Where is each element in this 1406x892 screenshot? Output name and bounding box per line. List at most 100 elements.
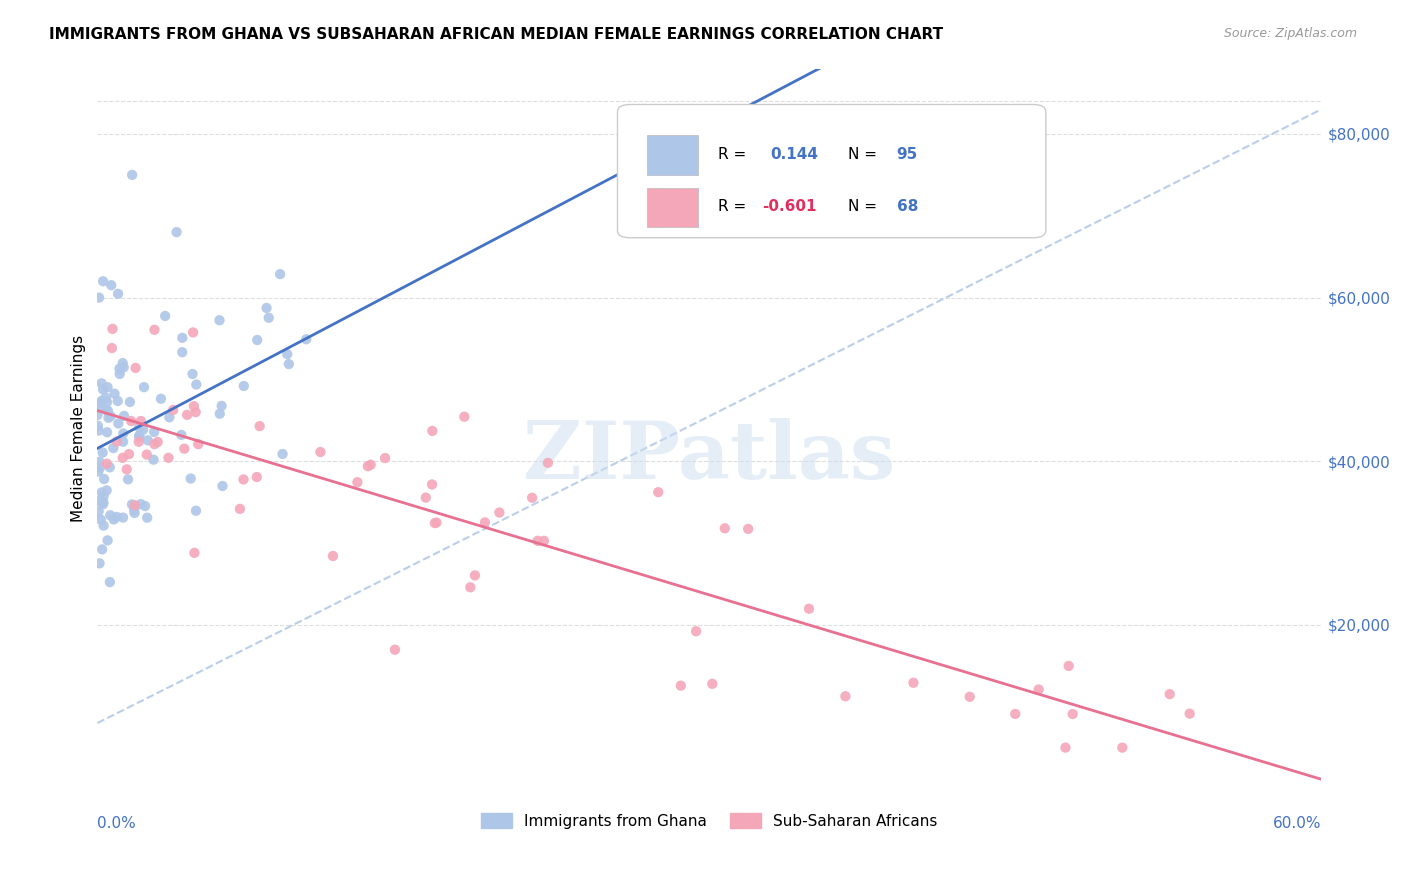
FancyBboxPatch shape [647, 187, 699, 227]
Point [181, 367, 204, 381]
Point [488, 506, 510, 520]
Point [360, 458, 382, 472]
Text: 0.0%: 0.0% [97, 816, 136, 831]
Point [96, 483, 118, 498]
Point [526, 533, 548, 548]
Point [98, 575, 121, 590]
Point [474, 516, 496, 530]
Point [112, 409, 135, 423]
Point [172, 331, 194, 345]
Point [112, 426, 135, 441]
Point [128, 434, 150, 449]
Point [229, 501, 252, 516]
Point [90, 485, 112, 500]
Point [249, 419, 271, 434]
Point [460, 580, 482, 594]
Point [91, 542, 114, 557]
Point [702, 677, 724, 691]
Point [232, 472, 254, 486]
Point [322, 549, 344, 563]
Point [98, 508, 121, 523]
Point [714, 521, 737, 535]
Point [89, 460, 111, 475]
Point [1062, 706, 1084, 721]
Point [96, 403, 118, 417]
Point [118, 447, 141, 461]
Point [153, 309, 176, 323]
Point [97, 403, 120, 417]
Text: Source: ZipAtlas.com: Source: ZipAtlas.com [1223, 27, 1357, 40]
Point [415, 491, 437, 505]
Point [128, 428, 150, 442]
Text: 60.0%: 60.0% [1272, 816, 1322, 831]
Point [143, 425, 166, 439]
Point [271, 447, 294, 461]
Point [105, 434, 128, 449]
Point [97, 380, 120, 394]
Point [107, 286, 129, 301]
Point [959, 690, 981, 704]
Point [420, 424, 443, 438]
Point [309, 445, 332, 459]
Point [232, 379, 254, 393]
Point [374, 451, 396, 466]
Point [537, 456, 560, 470]
Point [121, 168, 143, 182]
Point [1178, 706, 1201, 721]
Point [91, 497, 114, 511]
Point [180, 471, 202, 485]
Point [120, 414, 142, 428]
Point [1004, 706, 1026, 721]
Point [346, 475, 368, 490]
Point [157, 450, 180, 465]
Point [425, 516, 447, 530]
Point [87, 504, 110, 518]
Point [128, 420, 150, 434]
Point [112, 510, 135, 524]
Point [834, 690, 856, 704]
Point [276, 347, 298, 361]
Point [176, 408, 198, 422]
Point [1057, 659, 1080, 673]
Point [208, 407, 231, 421]
Point [257, 310, 280, 325]
Point [903, 675, 925, 690]
Point [181, 326, 204, 340]
Point [96, 395, 118, 409]
Point [211, 479, 233, 493]
Point [103, 441, 125, 455]
Point [107, 394, 129, 409]
Point [211, 399, 233, 413]
Point [89, 455, 111, 469]
Point [89, 494, 111, 508]
Text: N =: N = [848, 200, 882, 214]
Point [186, 377, 208, 392]
Point [91, 383, 114, 397]
Text: ZIPatlas: ZIPatlas [523, 418, 896, 496]
Point [1159, 687, 1181, 701]
Point [89, 395, 111, 409]
Point [187, 437, 209, 451]
Point [91, 274, 114, 288]
Point [129, 497, 152, 511]
Point [87, 291, 110, 305]
Point [669, 679, 692, 693]
Point [384, 642, 406, 657]
Point [100, 278, 122, 293]
Point [105, 509, 128, 524]
Point [357, 459, 380, 474]
Point [93, 495, 115, 509]
Point [797, 601, 820, 615]
Text: IMMIGRANTS FROM GHANA VS SUBSAHARAN AFRICAN MEDIAN FEMALE EARNINGS CORRELATION C: IMMIGRANTS FROM GHANA VS SUBSAHARAN AFRI… [49, 27, 943, 42]
Point [96, 457, 118, 471]
Point [149, 392, 172, 406]
FancyBboxPatch shape [617, 104, 1046, 238]
Point [146, 434, 169, 449]
Point [533, 533, 555, 548]
Point [420, 477, 443, 491]
Point [143, 437, 166, 451]
Point [453, 409, 475, 424]
Point [97, 533, 120, 548]
Point [96, 425, 118, 440]
Point [86, 408, 108, 422]
